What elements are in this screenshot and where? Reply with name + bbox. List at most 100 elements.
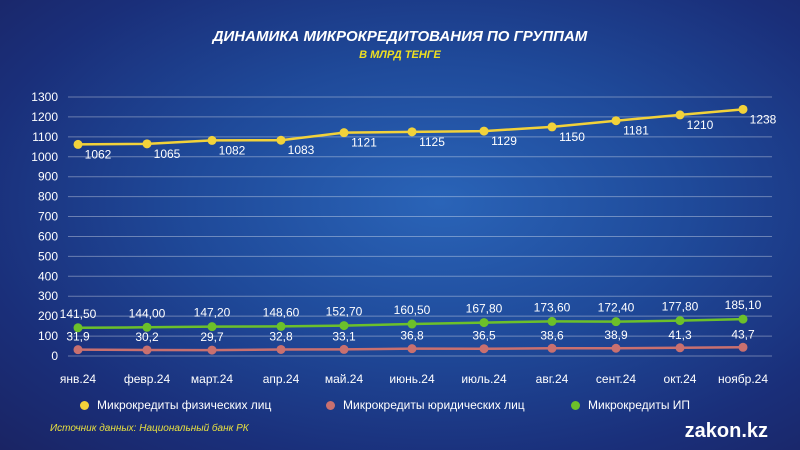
x-tick-label: ноябр.24 bbox=[718, 372, 768, 386]
x-tick-label: сент.24 bbox=[596, 372, 636, 386]
legend-marker bbox=[326, 400, 335, 410]
data-point bbox=[207, 322, 217, 332]
data-point bbox=[339, 128, 349, 138]
x-tick-label: янв.24 bbox=[60, 372, 97, 386]
logo: zakon.kz bbox=[684, 420, 768, 442]
y-tick-label: 900 bbox=[38, 170, 58, 184]
data-point bbox=[276, 344, 286, 354]
data-point bbox=[73, 139, 83, 149]
data-label: 185,10 bbox=[725, 298, 762, 312]
data-label: 36,5 bbox=[472, 329, 496, 343]
y-tick-label: 500 bbox=[38, 249, 58, 263]
data-label: 33,1 bbox=[332, 329, 356, 343]
data-point bbox=[339, 321, 349, 331]
chart-title: ДИНАМИКА МИКРОКРЕДИТОВАНИЯ ПО ГРУППАМ bbox=[212, 28, 588, 45]
data-label: 31,9 bbox=[66, 330, 90, 344]
data-point bbox=[675, 343, 685, 353]
legend-marker bbox=[80, 400, 89, 410]
legend-item-ie: Микрокредиты ИП bbox=[571, 398, 690, 412]
x-tick-label: май.24 bbox=[325, 372, 364, 386]
data-point bbox=[738, 314, 748, 324]
data-point bbox=[73, 345, 83, 355]
data-label: 172,40 bbox=[598, 301, 635, 315]
y-tick-label: 400 bbox=[38, 269, 58, 283]
y-tick-label: 300 bbox=[38, 289, 58, 303]
y-tick-label: 1100 bbox=[32, 130, 58, 144]
data-point bbox=[675, 110, 685, 120]
data-point bbox=[407, 127, 417, 137]
data-point bbox=[675, 316, 685, 326]
data-label: 167,80 bbox=[466, 302, 503, 316]
data-point bbox=[207, 135, 217, 145]
x-tick-label: февр.24 bbox=[124, 372, 171, 386]
data-label: 29,7 bbox=[200, 330, 224, 344]
legend-label: Микрокредиты юридических лиц bbox=[343, 398, 525, 412]
data-label: 1121 bbox=[351, 136, 377, 150]
y-tick-label: 100 bbox=[38, 329, 58, 343]
x-tick-label: авг.24 bbox=[536, 372, 569, 386]
data-label: 148,60 bbox=[263, 305, 300, 319]
data-label: 173,60 bbox=[534, 300, 571, 314]
data-label: 1150 bbox=[559, 130, 585, 144]
data-label: 144,00 bbox=[129, 306, 166, 320]
data-label: 1238 bbox=[750, 112, 777, 126]
y-tick-label: 1200 bbox=[31, 110, 58, 124]
data-point bbox=[142, 322, 152, 332]
data-point bbox=[738, 342, 748, 352]
data-point bbox=[738, 104, 748, 114]
chart-subtitle: В МЛРД ТЕНГЕ bbox=[359, 49, 441, 61]
data-point bbox=[547, 122, 557, 132]
data-point bbox=[611, 116, 621, 126]
x-tick-label: июль.24 bbox=[461, 372, 507, 386]
y-tick-label: 700 bbox=[38, 210, 58, 224]
data-point bbox=[142, 139, 152, 149]
data-label: 36,8 bbox=[400, 329, 424, 343]
data-label: 147,20 bbox=[194, 306, 231, 320]
data-label: 1065 bbox=[154, 147, 181, 161]
data-label: 1210 bbox=[687, 118, 714, 132]
data-label: 1082 bbox=[219, 143, 246, 157]
data-point bbox=[207, 345, 217, 355]
data-label: 41,3 bbox=[668, 328, 692, 342]
x-tick-label: окт.24 bbox=[664, 372, 697, 386]
x-tick-label: апр.24 bbox=[263, 372, 300, 386]
data-label: 152,70 bbox=[326, 305, 363, 319]
data-point bbox=[547, 316, 557, 326]
data-point bbox=[339, 344, 349, 354]
legend-label: Микрокредиты физических лиц bbox=[97, 398, 272, 412]
data-point bbox=[479, 344, 489, 354]
data-point bbox=[611, 317, 621, 327]
data-point bbox=[547, 343, 557, 353]
data-label: 1181 bbox=[623, 124, 649, 138]
y-tick-label: 1300 bbox=[31, 90, 58, 104]
legend-item-legal-entities: Микрокредиты юридических лиц bbox=[326, 398, 525, 412]
data-label: 38,6 bbox=[540, 328, 564, 342]
legend-item-individuals: Микрокредиты физических лиц bbox=[80, 398, 271, 412]
y-tick-label: 800 bbox=[38, 190, 58, 204]
data-source: Источник данных: Национальный банк РК bbox=[50, 423, 249, 434]
y-tick-label: 0 bbox=[51, 349, 58, 363]
data-point bbox=[276, 135, 286, 145]
data-label: 32,8 bbox=[269, 329, 293, 343]
data-point bbox=[479, 318, 489, 328]
data-label: 1083 bbox=[288, 143, 315, 157]
data-point bbox=[407, 319, 417, 329]
legend-marker bbox=[571, 400, 580, 410]
data-label: 160,50 bbox=[394, 303, 431, 317]
data-label: 1125 bbox=[419, 135, 445, 149]
data-label: 1062 bbox=[85, 147, 112, 161]
x-tick-label: март.24 bbox=[191, 372, 234, 386]
data-point bbox=[142, 345, 152, 355]
data-label: 30,2 bbox=[135, 330, 159, 344]
data-point bbox=[407, 344, 417, 354]
data-point bbox=[611, 343, 621, 353]
data-label: 38,9 bbox=[604, 328, 628, 342]
data-label: 43,7 bbox=[731, 327, 755, 341]
data-label: 177,80 bbox=[662, 300, 699, 314]
legend-label: Микрокредиты ИП bbox=[588, 398, 691, 412]
data-point bbox=[276, 321, 286, 331]
y-tick-label: 600 bbox=[38, 229, 58, 243]
y-tick-label: 200 bbox=[38, 309, 58, 323]
